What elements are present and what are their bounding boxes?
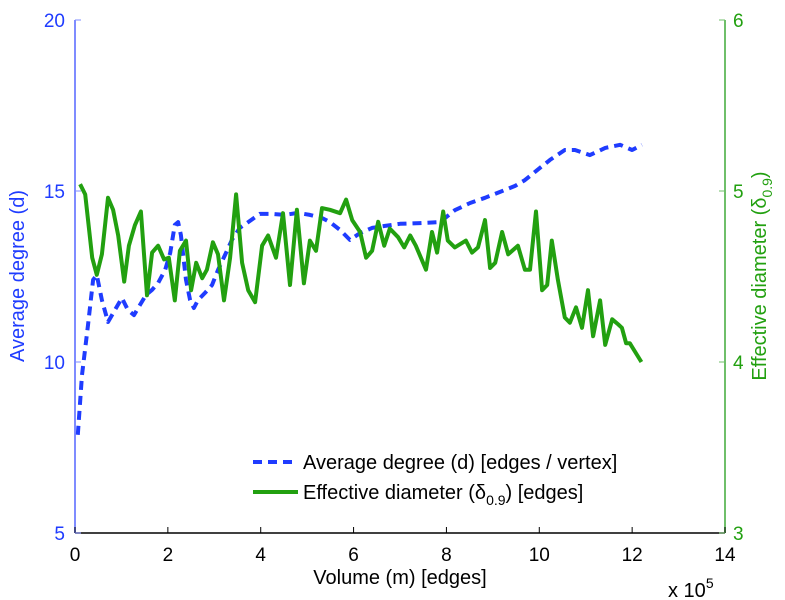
legend-label-effective-diameter-end: ) [edges] [506,482,584,504]
y-right-tick-label: 5 [733,182,744,203]
legend: Average degree (d) [edges / vertex] Effe… [253,452,617,508]
y-axis-right-label-end: ) [749,171,771,178]
y-right-tick-label: 6 [733,11,744,32]
x-tick-label: 4 [255,545,266,566]
axes [74,19,726,534]
y-right-tick-label: 3 [733,524,744,545]
y-right-tick-label: 4 [733,353,744,374]
y-left-tick-label: 10 [44,353,65,374]
legend-label-effective-diameter-main: Effective diameter (δ [303,482,486,504]
y-left-tick-label: 20 [44,11,65,32]
y-left-tick-label: 15 [44,182,65,203]
series-average-degree-line [75,142,643,435]
x-multiplier-base: x 10 [668,580,706,600]
x-axis-label: Volume (m) [edges] [313,567,486,589]
x-tick-label: 2 [163,545,174,566]
x-tick-label: 12 [622,545,643,566]
legend-label-effective-diameter: Effective diameter (δ0.9) [edges] [303,482,583,508]
x-tick-label: 8 [441,545,452,566]
x-tick-label: 14 [714,545,736,566]
x-tick-label: 10 [529,545,550,566]
x-tick-label: 6 [348,545,359,566]
x-multiplier: x 105 [668,575,714,600]
y-left-tick-label: 5 [54,524,65,545]
legend-label-effective-diameter-sub: 0.9 [486,492,506,508]
y-axis-right-label: Effective diameter (δ0.9) [749,171,775,380]
x-tick-label: 0 [70,545,81,566]
series-effective-diameter-line [78,183,644,364]
tick-labels: 0 2 4 6 8 10 12 14 5 10 15 20 3 4 5 6 [44,11,744,566]
y-axis-right-label-sub: 0.9 [759,178,775,198]
x-multiplier-exp: 5 [706,575,714,591]
y-axis-right-label-main: Effective diameter (δ [749,198,771,381]
series-lines [75,142,644,435]
y-axis-left-label: Average degree (d) [7,190,29,362]
legend-label-average-degree: Average degree (d) [edges / vertex] [303,452,617,474]
